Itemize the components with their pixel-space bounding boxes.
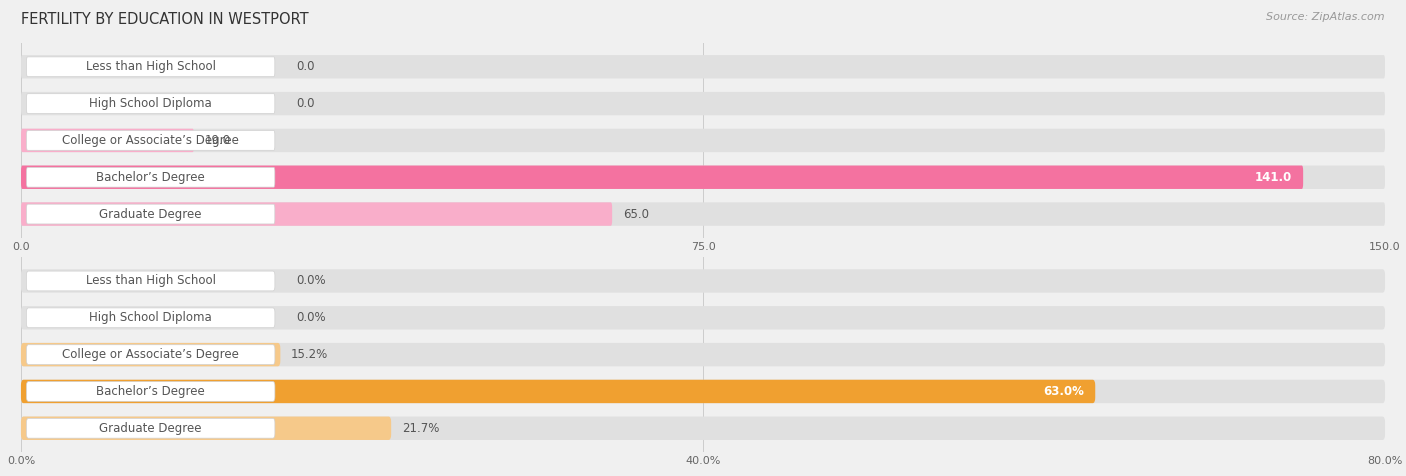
Text: Source: ZipAtlas.com: Source: ZipAtlas.com xyxy=(1267,12,1385,22)
FancyBboxPatch shape xyxy=(21,129,194,152)
Text: 0.0: 0.0 xyxy=(297,97,315,110)
FancyBboxPatch shape xyxy=(21,343,1385,367)
FancyBboxPatch shape xyxy=(27,418,276,438)
FancyBboxPatch shape xyxy=(21,92,1385,115)
Text: 19.0: 19.0 xyxy=(205,134,231,147)
Text: Graduate Degree: Graduate Degree xyxy=(100,208,202,220)
FancyBboxPatch shape xyxy=(21,129,1385,152)
FancyBboxPatch shape xyxy=(27,57,274,77)
Text: Graduate Degree: Graduate Degree xyxy=(100,422,202,435)
FancyBboxPatch shape xyxy=(27,94,274,113)
Text: 0.0%: 0.0% xyxy=(297,311,326,324)
Text: 21.7%: 21.7% xyxy=(402,422,439,435)
Text: 15.2%: 15.2% xyxy=(291,348,329,361)
FancyBboxPatch shape xyxy=(21,306,1385,329)
FancyBboxPatch shape xyxy=(27,345,276,365)
Text: College or Associate’s Degree: College or Associate’s Degree xyxy=(62,348,239,361)
FancyBboxPatch shape xyxy=(27,168,274,187)
FancyBboxPatch shape xyxy=(21,380,1385,403)
Text: 63.0%: 63.0% xyxy=(1043,385,1084,398)
Text: Bachelor’s Degree: Bachelor’s Degree xyxy=(96,385,205,398)
FancyBboxPatch shape xyxy=(21,343,280,367)
FancyBboxPatch shape xyxy=(21,202,612,226)
FancyBboxPatch shape xyxy=(21,202,1385,226)
Text: High School Diploma: High School Diploma xyxy=(89,311,212,324)
FancyBboxPatch shape xyxy=(21,55,1385,79)
FancyBboxPatch shape xyxy=(21,380,1095,403)
FancyBboxPatch shape xyxy=(21,269,1385,293)
FancyBboxPatch shape xyxy=(27,130,274,150)
Text: Bachelor’s Degree: Bachelor’s Degree xyxy=(96,171,205,184)
FancyBboxPatch shape xyxy=(27,204,274,224)
Text: FERTILITY BY EDUCATION IN WESTPORT: FERTILITY BY EDUCATION IN WESTPORT xyxy=(21,12,309,27)
FancyBboxPatch shape xyxy=(27,308,276,327)
Text: Less than High School: Less than High School xyxy=(86,275,215,288)
Text: High School Diploma: High School Diploma xyxy=(89,97,212,110)
FancyBboxPatch shape xyxy=(21,166,1385,189)
Text: Less than High School: Less than High School xyxy=(86,60,215,73)
Text: 0.0%: 0.0% xyxy=(297,275,326,288)
FancyBboxPatch shape xyxy=(21,416,391,440)
FancyBboxPatch shape xyxy=(21,166,1303,189)
Text: 141.0: 141.0 xyxy=(1256,171,1292,184)
Text: College or Associate’s Degree: College or Associate’s Degree xyxy=(62,134,239,147)
FancyBboxPatch shape xyxy=(27,382,276,401)
Text: 0.0: 0.0 xyxy=(297,60,315,73)
FancyBboxPatch shape xyxy=(21,416,1385,440)
FancyBboxPatch shape xyxy=(27,271,276,291)
Text: 65.0: 65.0 xyxy=(623,208,650,220)
